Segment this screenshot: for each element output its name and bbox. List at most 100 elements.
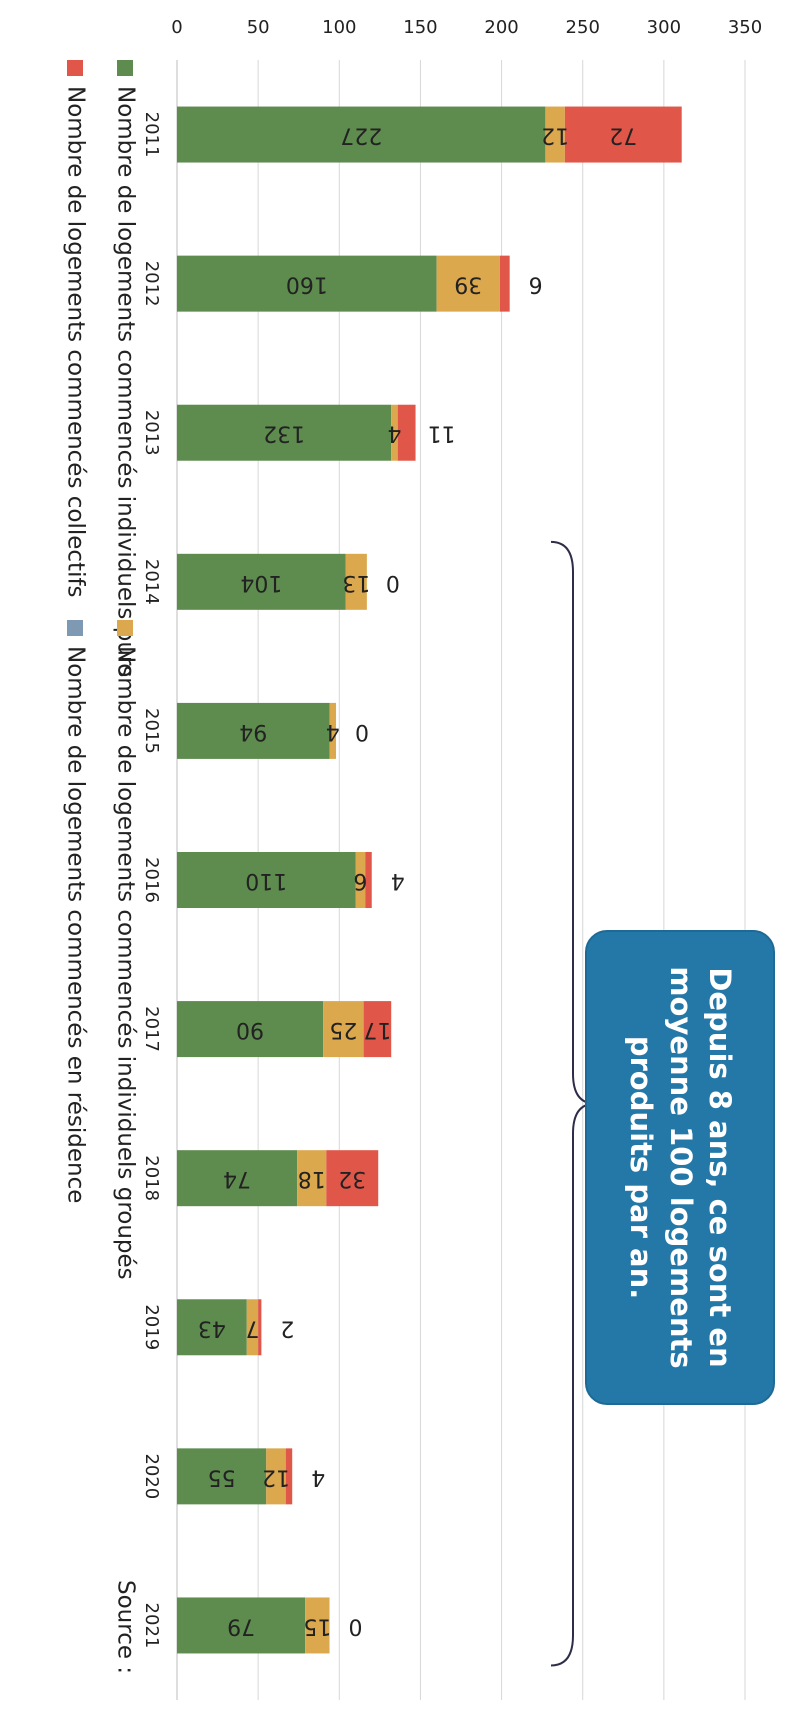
bar-segment [436, 255, 500, 312]
bar-segment [363, 1001, 392, 1058]
bar-segment [177, 1448, 267, 1505]
legend-label: Nombre de logements commencés collectifs [63, 86, 89, 598]
axes: 0 50 100 150 200 250 300 3502011201220132014201… [141, 17, 762, 1648]
bar-segment [176, 404, 392, 461]
data-label: 160 [286, 272, 328, 297]
legend-label: Nombre de logements commencés individuel… [113, 646, 139, 1280]
data-label: 11 [428, 421, 456, 446]
y-tick-label: 250 [566, 17, 600, 38]
data-label: 4 [326, 719, 340, 744]
bar-segment [545, 106, 565, 163]
x-tick-label: 2016 [141, 857, 162, 903]
data-label: 7 [245, 1315, 259, 1340]
legend-swatch [67, 60, 83, 76]
legend-swatch [117, 60, 133, 76]
data-label: 94 [239, 719, 267, 744]
legend-swatch [67, 620, 83, 636]
x-tick-label: 2013 [141, 410, 162, 456]
bar-segment [397, 404, 416, 461]
bar-segment [177, 852, 356, 908]
bar-segment [258, 1299, 262, 1356]
bar-segment [305, 1597, 330, 1654]
data-label: 32 [338, 1166, 366, 1191]
data-label: 2 [280, 1315, 294, 1340]
legend: Nombre de logements commencés individuel… [63, 60, 139, 1674]
data-label: 90 [236, 1017, 264, 1042]
data-label: 0 [386, 570, 400, 595]
bar-segment [326, 1150, 379, 1207]
data-label: 12 [541, 123, 569, 148]
data-label: 18 [298, 1166, 326, 1191]
x-tick-label: 2021 [141, 1603, 162, 1649]
bar-segment [329, 702, 337, 759]
data-label: 227 [340, 123, 382, 148]
data-label: 74 [223, 1166, 251, 1191]
bar-segment [345, 553, 367, 610]
x-tick-label: 2017 [141, 1006, 162, 1052]
data-label: 39 [454, 272, 482, 297]
bar-segment [323, 1001, 364, 1058]
y-tick-label: 200 [484, 17, 518, 38]
data-label: 132 [263, 421, 305, 446]
data-label: 6 [529, 272, 543, 297]
y-tick-label: 0 [171, 17, 182, 38]
data-label: 72 [609, 123, 637, 148]
source-label: Source : [113, 1580, 139, 1674]
data-label: 0 [355, 719, 369, 744]
bar-segment [297, 1150, 327, 1207]
annotation-callout: Depuis 8 ans, ce sont en moyenne 100 log… [585, 930, 775, 1405]
bar-segment [499, 255, 510, 312]
x-tick-label: 2015 [141, 708, 162, 754]
bar-segment [391, 404, 398, 461]
x-tick-label: 2019 [141, 1304, 162, 1350]
data-label: 12 [262, 1464, 290, 1489]
bar-segment [355, 852, 366, 908]
x-tick-label: 2014 [141, 559, 162, 605]
y-tick-label: 350 [728, 17, 762, 38]
bar-segment [177, 1597, 306, 1654]
y-tick-label: 50 [247, 17, 270, 38]
data-label: 4 [387, 421, 401, 446]
data-label: 13 [342, 570, 370, 595]
data-label: 6 [353, 868, 367, 893]
bar-segment [177, 106, 546, 163]
data-label: 17 [363, 1017, 391, 1042]
bar-segment [176, 553, 346, 610]
x-tick-label: 2020 [141, 1453, 162, 1499]
data-label: 15 [303, 1613, 331, 1638]
bar-segment [564, 106, 682, 163]
bar-segment [176, 1001, 324, 1058]
data-label: 4 [311, 1464, 325, 1489]
data-label: 79 [227, 1613, 255, 1638]
bar-segment [176, 1299, 247, 1356]
bar-segment [177, 702, 330, 759]
bar-segment [177, 255, 437, 312]
annotation-text: Depuis 8 ans, ce sont en moyenne 100 log… [624, 966, 737, 1369]
y-tick-label: 100 [322, 17, 356, 38]
data-label: 25 [329, 1017, 357, 1042]
data-label: 43 [198, 1315, 226, 1340]
y-tick-label: 150 [403, 17, 437, 38]
y-tick-label: 300 [647, 17, 681, 38]
data-label: 110 [245, 868, 287, 893]
bar-segment [365, 852, 372, 908]
data-label: 55 [208, 1464, 236, 1489]
legend-swatch [117, 620, 133, 636]
legend-label: Nombre de logements commencés en résiden… [63, 646, 89, 1203]
x-tick-label: 2018 [141, 1155, 162, 1201]
data-label: 0 [349, 1613, 363, 1638]
bar-segment [246, 1299, 259, 1356]
legend-label: Nombre de logements commencés individuel… [113, 86, 139, 677]
x-tick-label: 2012 [141, 261, 162, 307]
bars [176, 106, 682, 1654]
x-tick-label: 2011 [141, 112, 162, 158]
bar-segment [177, 1150, 298, 1207]
data-label: 4 [391, 868, 405, 893]
bar-segment [285, 1448, 293, 1505]
data-label: 104 [240, 570, 282, 595]
bar-segment [266, 1448, 286, 1505]
